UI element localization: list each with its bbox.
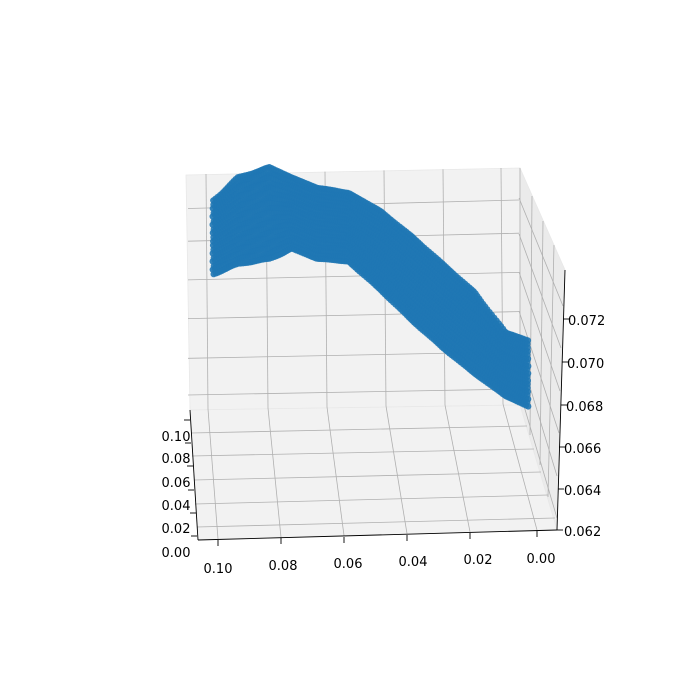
- floor-grid-line: [190, 425, 528, 434]
- floor-grid-line: [207, 408, 219, 540]
- data-points: [209, 164, 532, 410]
- side-grid-line: [518, 310, 560, 434]
- z-tick-label: 0.068: [566, 400, 603, 415]
- y-tick-label: 0.10: [162, 430, 191, 445]
- side-grid-line: [518, 197, 564, 307]
- y-axis-ticks: 0.00 0.02 0.04 0.06 0.08 0.10: [162, 430, 191, 561]
- z-tick-label: 0.062: [564, 525, 601, 540]
- y-tick-label: 0.06: [162, 476, 191, 491]
- floor-grid-line: [385, 405, 408, 534]
- z-tick-label: 0.070: [567, 357, 604, 372]
- x-tick-label: 0.08: [269, 559, 298, 574]
- floor-grid-line: [444, 404, 471, 532]
- data-point: [525, 403, 532, 410]
- floor-pane: [189, 404, 558, 541]
- side-grid-line: [518, 271, 561, 392]
- z-tick-label: 0.072: [568, 314, 605, 329]
- back-grid-line: [187, 272, 520, 281]
- side-grid-line: [518, 233, 562, 349]
- floor-grid-line: [326, 406, 345, 536]
- side-grid-line: [518, 388, 558, 519]
- y-tick-label: 0.00: [162, 546, 191, 561]
- floor-grid-line: [193, 471, 542, 481]
- x-axis-line: [197, 529, 558, 541]
- side-grid-line: [539, 220, 544, 466]
- floor-grid-line: [267, 407, 282, 538]
- x-tick-label: 0.04: [399, 555, 428, 570]
- y-tick-label: 0.02: [162, 522, 191, 537]
- x-tick-label: 0.02: [464, 553, 493, 568]
- floor-grid-line: [194, 494, 549, 505]
- z-tick-label: 0.064: [564, 484, 601, 499]
- x-axis-ticks: 0.10 0.08 0.06 0.04 0.02 0.00: [204, 552, 556, 577]
- x-tick-label: 0.10: [204, 562, 233, 577]
- side-grid-line: [547, 244, 555, 498]
- x-tick-label: 0.00: [527, 552, 556, 567]
- x-tick-label: 0.06: [334, 557, 363, 572]
- y-tick-label: 0.04: [162, 499, 191, 514]
- axes: [184, 269, 569, 546]
- z-axis-line: [556, 269, 566, 531]
- back-grid-line: [187, 388, 520, 396]
- floor-grid-line: [502, 403, 538, 531]
- z-tick-label: 0.066: [564, 442, 601, 457]
- z-axis-ticks: 0.062 0.064 0.066 0.068 0.070 0.072: [564, 314, 605, 540]
- y-tick-label: 0.08: [162, 452, 191, 467]
- floor-grid-line: [196, 517, 556, 528]
- floor-grid-line: [191, 448, 535, 457]
- back-grid-line: [205, 173, 209, 410]
- y-axis-line: [189, 409, 199, 541]
